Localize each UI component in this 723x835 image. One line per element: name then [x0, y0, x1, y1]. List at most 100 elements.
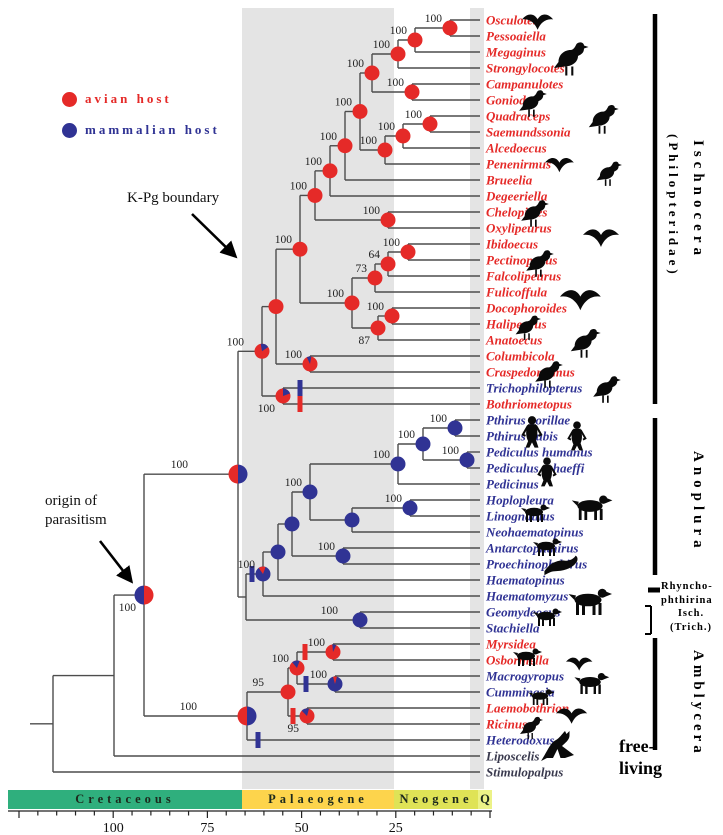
kpg-arrow — [191, 213, 238, 259]
period-palaeogene: Palaeogene — [242, 790, 394, 809]
bird-silhouette — [596, 161, 622, 186]
host-switch-bar — [302, 644, 308, 660]
trichodectidae-group-label: Isch. (Trich.) — [660, 607, 722, 635]
axis-tick-label: 100 — [103, 821, 124, 835]
node-pie — [380, 212, 396, 228]
legend: avian host mammalian host — [62, 88, 220, 150]
period-neogene: Neogene — [394, 790, 478, 809]
node-pie-wedge — [260, 343, 269, 352]
tip-label: Haematopinus — [485, 573, 565, 588]
support-value: 100 — [373, 449, 391, 461]
support-value: 100 — [430, 413, 448, 425]
host-switch-bar — [303, 676, 309, 692]
node-pie-wedge — [306, 356, 312, 364]
bird-silhouette — [593, 376, 621, 403]
support-value: 100 — [425, 13, 443, 25]
bird-silhouette — [588, 104, 619, 134]
tip-label: Megaginus — [485, 45, 546, 60]
node-pie — [442, 20, 458, 36]
node-pie — [370, 320, 386, 336]
support-value: 100 — [378, 121, 396, 133]
legend-mammalian: mammalian host — [62, 119, 220, 141]
node-pie — [459, 452, 475, 468]
node-pie-wedge — [301, 708, 309, 716]
tip-label: Trichophilopterus — [486, 381, 582, 396]
tip-label: Macrogyropus — [485, 669, 564, 684]
axis-tick-label: 25 — [389, 821, 403, 835]
support-value: 100 — [390, 25, 408, 37]
node-pie-wedge — [283, 388, 291, 396]
quad-silhouette — [574, 673, 610, 694]
support-value: 100 — [119, 602, 137, 614]
node-pie — [447, 420, 463, 436]
support-value: 100 — [180, 701, 198, 713]
node-pie — [284, 516, 300, 532]
tip-label: Brueelia — [485, 173, 533, 188]
support-value: 100 — [360, 135, 378, 147]
support-value: 87 — [359, 335, 371, 347]
node-pie — [335, 548, 351, 564]
quad-silhouette — [568, 588, 612, 615]
avian-host-dot — [62, 91, 77, 107]
node-pie — [422, 116, 438, 132]
node-pie — [292, 241, 308, 257]
host-switch-bar — [290, 708, 296, 724]
tip-label: Columbicola — [486, 349, 555, 364]
tip-label: Bothriometopus — [485, 397, 572, 412]
support-value: 100 — [238, 559, 256, 571]
support-value: 100 — [405, 109, 423, 121]
support-value: 100 — [387, 77, 405, 89]
support-value: 100 — [308, 637, 326, 649]
node-pie — [352, 612, 368, 628]
tip-label: Heterodoxus — [485, 733, 555, 748]
node-pie — [380, 256, 396, 272]
support-value: 100 — [373, 39, 391, 51]
bird-silhouette — [570, 328, 601, 358]
node-pie — [390, 46, 406, 62]
tree-branches — [30, 19, 480, 773]
ischnocera-group-label: Ischnocera — [690, 140, 706, 260]
node-pie-wedge — [258, 566, 266, 574]
support-value: 95 — [253, 677, 265, 689]
annotation-arrows — [98, 213, 238, 584]
origin-label-line2: parasitism — [45, 512, 107, 528]
origin-arrow — [98, 540, 134, 584]
support-value: 100 — [285, 349, 303, 361]
support-value: 95 — [288, 723, 300, 735]
support-value: 100 — [442, 445, 460, 457]
node-pie — [270, 544, 286, 560]
axis-tick-label: 75 — [200, 821, 214, 835]
time-axis: 100 75 50 25 — [8, 810, 492, 835]
tip-label: Strongylocotes — [486, 61, 565, 76]
node-pie — [377, 142, 393, 158]
tip-label: Campanulotes — [486, 77, 563, 92]
tip-label: Neohaematopinus — [485, 525, 584, 540]
node-pie — [390, 456, 406, 472]
support-value: 100 — [398, 429, 416, 441]
node-pie — [337, 138, 353, 154]
node-pie-left — [228, 464, 238, 484]
clade-brackets — [645, 14, 660, 750]
tip-label: Antarctophthirus — [485, 541, 579, 556]
flybird-silhouette — [566, 657, 593, 671]
tip-label: Stimulopalpus — [486, 765, 563, 780]
support-value: 100 — [363, 205, 381, 217]
trichodectidae-label-line2: (Trich.) — [670, 622, 712, 633]
support-value: 100 — [335, 97, 353, 109]
node-pie-right — [238, 464, 248, 484]
avian-host-label: avian host — [85, 91, 172, 106]
host-switch-bars — [249, 380, 309, 748]
rhynchophthirina-label-line1: Rhyncho- — [661, 581, 713, 592]
tip-label: Ibidoecus — [485, 237, 538, 252]
tip-label: Osculotes — [486, 13, 538, 28]
support-value: 100 — [347, 58, 365, 70]
tip-label: Stachiella — [486, 621, 540, 636]
tip-label: Haematomyzus — [485, 589, 568, 604]
flybird-silhouette — [556, 708, 588, 724]
node-pie — [344, 512, 360, 528]
rhynchophthirina-label-line2: phthirina — [661, 595, 713, 606]
tip-label: Oxylipeurus — [486, 221, 552, 236]
period-label: Cretaceous — [75, 792, 175, 806]
